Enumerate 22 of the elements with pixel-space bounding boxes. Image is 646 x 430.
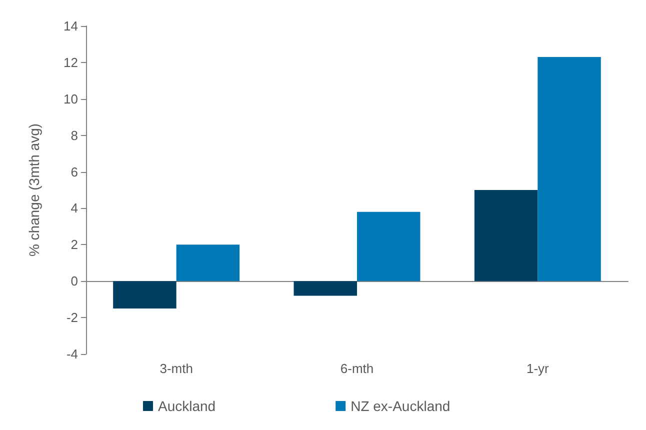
- legend-label: NZ ex-Auckland: [350, 398, 450, 414]
- x-tick-label: 6-mth: [340, 361, 374, 376]
- bar: [474, 190, 538, 282]
- y-tick-label: 4: [70, 200, 78, 216]
- bar: [113, 281, 176, 308]
- legend-label: Auckland: [158, 398, 216, 414]
- y-tick-label: 2: [70, 237, 78, 252]
- y-tick-label: 6: [70, 164, 78, 180]
- x-tick-label: 1-yr: [526, 361, 550, 376]
- bar: [357, 212, 420, 282]
- y-tick-label: 8: [70, 128, 78, 143]
- x-tick-label: 3-mth: [160, 361, 193, 376]
- y-tick-label: 14: [64, 18, 78, 34]
- bar: [538, 56, 601, 282]
- y-axis-title: % change (3mth avg): [26, 123, 42, 257]
- bar: [176, 244, 240, 282]
- bar: [294, 281, 357, 296]
- y-tick-label: -2: [66, 310, 78, 326]
- y-tick-label: -4: [66, 346, 78, 362]
- y-tick-label: 12: [64, 54, 78, 70]
- y-tick-label: 10: [64, 91, 78, 106]
- y-tick-label: 0: [70, 274, 78, 289]
